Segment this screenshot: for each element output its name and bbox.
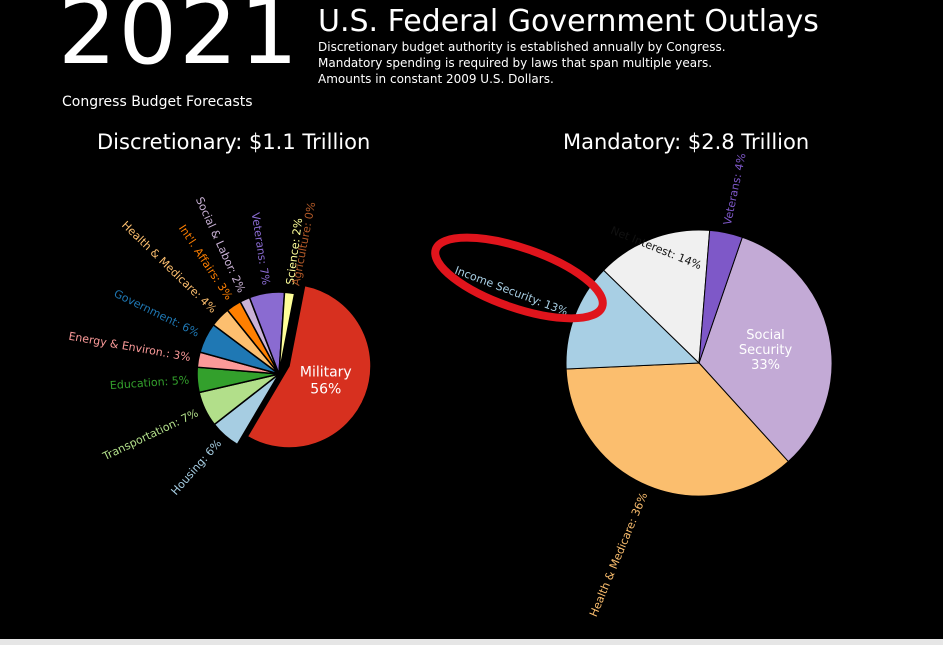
mandatory-slice-health-medicare: [565, 362, 790, 497]
note-discretionary: Discretionary budget authority is establ…: [318, 40, 726, 54]
bottom-edge: [0, 639, 943, 645]
discretionary-label-education: Education: 5%: [109, 374, 189, 393]
highlight-ring: [431, 233, 607, 323]
discretionary-label-military: Military 56%: [300, 364, 352, 397]
year-heading: 2021: [58, 0, 301, 85]
discretionary-label-veterans: Veterans: 7%: [249, 212, 273, 286]
discretionary-slice-military: [246, 284, 372, 449]
mandatory-label-veterans: Veterans: 4%: [721, 152, 749, 226]
discretionary-label-housing: Housing: 6%: [169, 437, 225, 498]
note-dollars: Amounts in constant 2009 U.S. Dollars.: [318, 72, 554, 86]
mandatory-pie: Social Security 33%Health & Medicare: 36%I…: [431, 152, 833, 619]
discretionary-pie: Military 56% Housing: 6%Transportation: 7%…: [68, 195, 372, 498]
mandatory-slice-net-interest: [602, 229, 711, 365]
discretionary-chart-title: Discretionary: $1.1 Trillion: [97, 130, 371, 154]
year-subtitle: Congress Budget Forecasts: [62, 94, 253, 110]
discretionary-label-transportation: Transportation: 7%: [100, 406, 200, 463]
mandatory-slice-veterans: [698, 229, 743, 364]
note-mandatory: Mandatory spending is required by laws t…: [318, 56, 713, 70]
discretionary-label-government: Government: 6%: [112, 287, 201, 340]
discretionary-slice-science: [278, 291, 296, 375]
mandatory-label-health-medicare: Health & Medicare: 36%: [587, 491, 650, 619]
page-title: U.S. Federal Government Outlays: [318, 4, 819, 39]
discretionary-label-energy-environ: Energy & Environ.: 3%: [68, 330, 192, 364]
mandatory-slice-social-security: [698, 236, 833, 463]
mandatory-chart-title: Mandatory: $2.8 Trillion: [563, 130, 810, 154]
mandatory-label-social-security: Social Security 33%: [739, 328, 793, 373]
